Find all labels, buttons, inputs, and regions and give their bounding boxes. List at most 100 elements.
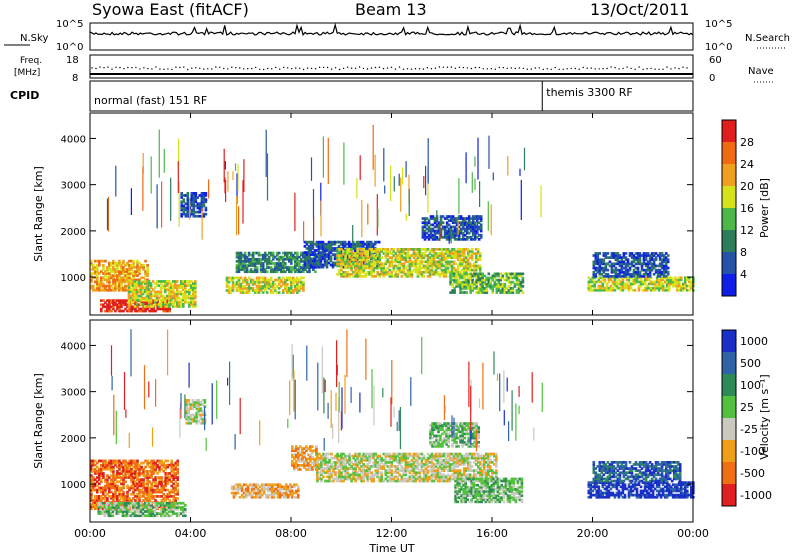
power-cell <box>594 260 598 264</box>
power-cell <box>456 254 460 257</box>
power-cell <box>638 258 642 262</box>
power-cell <box>116 278 119 282</box>
power-cell <box>261 262 265 265</box>
velocity-cell <box>119 506 123 509</box>
power-cell <box>636 266 640 270</box>
velocity-cell <box>102 488 105 492</box>
power-cell <box>168 307 172 311</box>
power-cell <box>136 274 139 277</box>
power-cell <box>459 229 463 233</box>
power-cell <box>179 286 183 289</box>
velocity-cell <box>165 506 169 509</box>
power-cell <box>396 248 400 251</box>
power-cell <box>368 248 372 251</box>
power-cell <box>461 282 464 286</box>
power-cell <box>620 268 624 272</box>
power-cell <box>446 254 450 257</box>
power-cell <box>198 204 202 208</box>
power-cell <box>340 254 343 257</box>
velocity-cell <box>122 486 125 490</box>
velocity-cell <box>201 413 205 417</box>
power-cell <box>441 221 445 225</box>
velocity-cell <box>104 501 107 504</box>
power-cell <box>688 278 691 282</box>
power-cell <box>136 309 139 313</box>
velocity-cell <box>140 461 143 465</box>
power-cell <box>501 276 505 280</box>
power-cell <box>159 290 163 294</box>
power-cell <box>666 266 670 270</box>
power-cell <box>208 179 210 199</box>
velocity-cell <box>104 495 107 498</box>
power-cell <box>162 309 166 313</box>
power-cell <box>435 238 439 241</box>
power-cell <box>175 286 179 289</box>
power-cell <box>659 284 663 288</box>
power-cell <box>112 270 115 273</box>
power-cell <box>290 276 293 280</box>
power-cell <box>666 272 670 276</box>
power-cell <box>356 256 359 259</box>
power-cell <box>177 303 181 306</box>
power-cell <box>166 301 170 305</box>
velocity-cell <box>163 501 167 505</box>
power-cell <box>657 286 661 290</box>
power-cell <box>288 257 291 261</box>
velocity-cell <box>159 510 163 513</box>
power-cell <box>497 272 501 276</box>
power-cell <box>242 179 244 224</box>
power-cell <box>261 278 265 282</box>
power-cell <box>410 275 414 278</box>
power-cell <box>331 249 335 252</box>
power-cell <box>108 301 111 305</box>
power-cell <box>610 252 614 255</box>
power-cell <box>408 268 412 272</box>
power-cell <box>448 260 452 264</box>
velocity-cell <box>120 503 123 506</box>
power-cell <box>229 287 233 290</box>
power-cell <box>186 198 190 201</box>
power-cell <box>412 250 416 253</box>
velocity-cell <box>131 508 135 511</box>
power-cell <box>169 296 173 300</box>
power-cell <box>428 270 432 274</box>
power-cell <box>447 227 451 231</box>
velocity-cell <box>232 487 236 491</box>
power-cell <box>410 264 414 268</box>
power-cell <box>127 282 131 285</box>
velocity-cell <box>155 504 159 507</box>
power-cell <box>127 292 131 296</box>
power-cell <box>465 217 469 220</box>
power-cell <box>594 272 598 276</box>
power-cell <box>298 287 301 290</box>
power-cell <box>479 223 483 227</box>
velocity-cell <box>185 403 189 406</box>
velocity-cell <box>135 514 139 518</box>
power-cell <box>296 291 299 294</box>
power-cell <box>273 262 277 265</box>
power-cell <box>157 305 161 308</box>
velocity-cell <box>103 514 107 518</box>
power-cell <box>614 256 618 259</box>
power-cell <box>677 280 681 284</box>
power-cell <box>112 266 115 269</box>
power-cell <box>455 227 459 231</box>
power-cell <box>257 257 261 261</box>
power-cell <box>333 247 337 250</box>
power-cell <box>447 219 451 222</box>
power-cell <box>511 276 515 280</box>
power-cell <box>98 280 101 284</box>
power-cell <box>408 272 412 276</box>
power-cell <box>298 270 301 274</box>
power-cell <box>126 288 129 292</box>
power-cell <box>313 253 317 256</box>
power-cell <box>188 284 191 287</box>
power-cell <box>471 215 475 218</box>
velocity-cell <box>134 467 137 471</box>
power-cell <box>479 272 483 276</box>
power-cell <box>404 260 408 264</box>
power-cell <box>249 257 253 261</box>
velocity-cell <box>128 465 131 469</box>
power-cell <box>342 252 345 255</box>
power-cell <box>116 276 119 280</box>
